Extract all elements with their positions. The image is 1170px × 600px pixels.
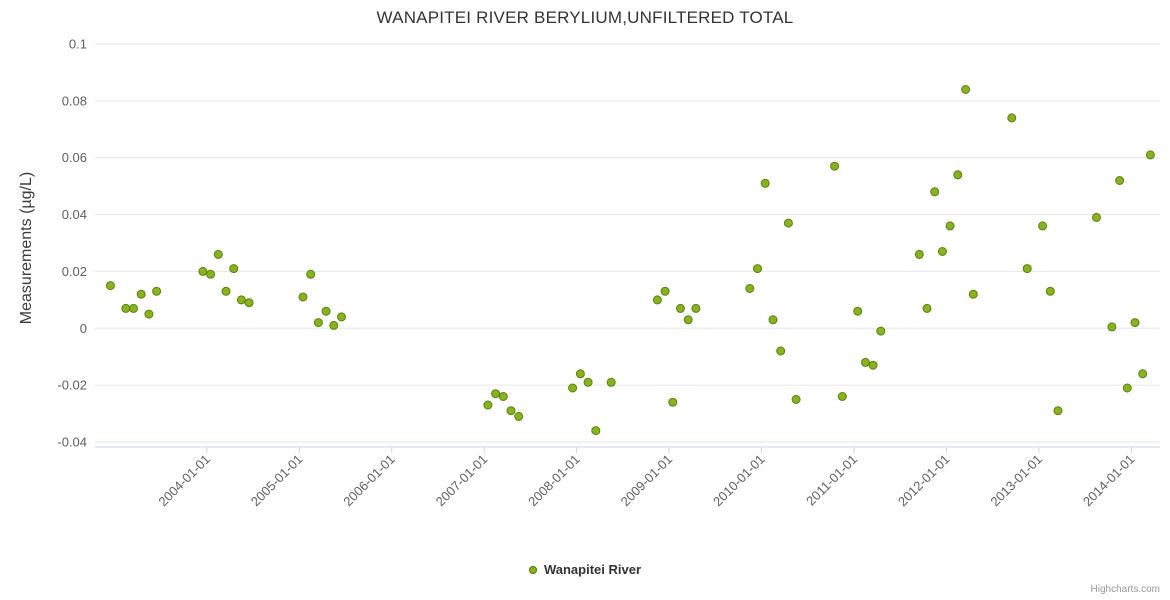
data-point[interactable] [1130, 318, 1140, 328]
data-point[interactable] [676, 303, 685, 313]
x-tick-label: 2007-01-01 [433, 452, 491, 510]
data-point[interactable] [583, 377, 593, 387]
data-point[interactable] [961, 85, 971, 94]
data-point[interactable] [652, 295, 662, 305]
data-point[interactable] [606, 377, 616, 387]
data-point[interactable] [1007, 113, 1017, 123]
x-tick-label: 2004-01-01 [155, 452, 213, 510]
data-point[interactable] [337, 312, 346, 322]
data-point[interactable] [306, 269, 316, 279]
data-point[interactable] [1053, 406, 1063, 416]
data-point[interactable] [236, 295, 246, 305]
data-point[interactable] [298, 292, 308, 302]
data-point[interactable] [937, 247, 947, 256]
data-point[interactable] [498, 392, 508, 401]
data-point[interactable] [1092, 212, 1101, 222]
data-point[interactable] [321, 306, 331, 316]
data-point[interactable] [121, 303, 131, 313]
data-point[interactable] [229, 264, 239, 274]
data-point[interactable] [683, 315, 693, 325]
data-point[interactable] [1138, 369, 1148, 379]
x-tick-label: 2012-01-01 [895, 452, 953, 510]
x-tick-label: 2008-01-01 [525, 452, 583, 510]
data-point[interactable] [129, 303, 138, 313]
data-point[interactable] [837, 392, 847, 401]
data-point[interactable] [745, 284, 755, 293]
data-point[interactable] [329, 320, 339, 330]
data-point[interactable] [776, 346, 786, 356]
data-point[interactable] [1107, 322, 1117, 332]
data-point[interactable] [1038, 221, 1048, 231]
data-point[interactable] [144, 309, 154, 319]
data-point[interactable] [206, 269, 216, 279]
data-point[interactable] [691, 303, 701, 313]
data-point[interactable] [491, 389, 501, 399]
data-point[interactable] [945, 221, 955, 231]
data-point[interactable] [930, 187, 940, 197]
data-point[interactable] [1045, 286, 1055, 296]
legend-label: Wanapitei River [543, 562, 642, 577]
data-point[interactable] [860, 357, 870, 367]
data-point[interactable] [483, 400, 493, 410]
x-tick-label: 2006-01-01 [340, 452, 398, 510]
data-point[interactable] [968, 289, 978, 299]
data-point[interactable] [753, 264, 762, 274]
data-point[interactable] [830, 161, 840, 171]
legend-item-wanapitei-river[interactable]: Wanapitei River [0, 562, 1170, 577]
data-point[interactable] [213, 249, 223, 259]
data-point[interactable] [783, 218, 793, 228]
x-tick-label: 2013-01-01 [987, 452, 1045, 510]
data-point[interactable] [1145, 150, 1155, 160]
data-point[interactable] [853, 306, 863, 316]
x-tick-label: 2011-01-01 [803, 452, 860, 509]
data-point[interactable] [668, 397, 678, 407]
y-tick-label: -0.04 [57, 435, 87, 450]
x-tick-label: 2010-01-01 [710, 452, 768, 510]
data-point[interactable] [198, 266, 208, 276]
y-tick-label: 0.08 [62, 93, 87, 108]
data-point[interactable] [791, 394, 801, 404]
data-point[interactable] [575, 369, 585, 379]
x-tick-label: 2014-01-01 [1080, 452, 1138, 510]
data-point[interactable] [514, 411, 524, 421]
y-tick-label: 0.04 [62, 207, 87, 222]
chart-title: WANAPITEI RIVER BERYLIUM,UNFILTERED TOTA… [376, 8, 794, 27]
data-point[interactable] [313, 318, 323, 328]
x-tick-label: 2005-01-01 [248, 452, 306, 510]
data-point[interactable] [152, 286, 162, 296]
data-point[interactable] [760, 178, 770, 188]
highcharts-credits-link[interactable]: Highcharts.com [1090, 584, 1160, 595]
y-tick-label: -0.02 [57, 378, 87, 393]
legend-marker-icon [528, 565, 537, 574]
data-point[interactable] [660, 286, 670, 296]
data-point[interactable] [1022, 264, 1032, 274]
data-point[interactable] [922, 303, 932, 313]
data-point[interactable] [1115, 176, 1125, 185]
data-point[interactable] [953, 170, 963, 180]
y-tick-label: 0.1 [69, 37, 87, 52]
data-point[interactable] [876, 326, 886, 336]
data-point[interactable] [221, 286, 231, 296]
y-tick-label: 0 [80, 321, 87, 336]
data-point[interactable] [1122, 383, 1132, 393]
data-point[interactable] [591, 426, 601, 436]
y-tick-label: 0.06 [62, 150, 87, 165]
data-point[interactable] [105, 281, 115, 291]
data-point[interactable] [768, 315, 778, 325]
data-point[interactable] [506, 406, 516, 416]
x-tick-label: 2009-01-01 [618, 452, 676, 510]
data-point[interactable] [136, 289, 146, 299]
data-point[interactable] [868, 360, 878, 370]
data-point[interactable] [568, 383, 578, 393]
data-point[interactable] [914, 249, 924, 259]
data-point[interactable] [244, 298, 254, 308]
y-tick-label: 0.02 [62, 264, 87, 279]
